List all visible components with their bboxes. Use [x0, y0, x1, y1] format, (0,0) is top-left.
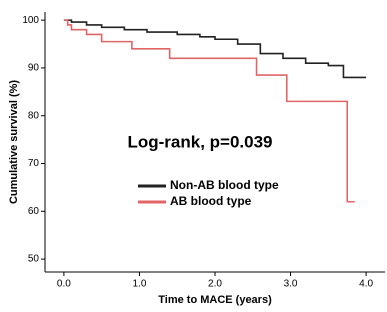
y-tick-label: 90 — [28, 63, 40, 74]
x-tick-label: 4.0 — [359, 279, 373, 290]
y-tick-label: 50 — [28, 254, 40, 265]
x-tick-label: 2.0 — [208, 279, 222, 290]
y-tick-label: 100 — [22, 15, 39, 26]
y-tick-label: 70 — [28, 158, 40, 169]
legend-label: Non-AB blood type — [170, 178, 279, 192]
x-tick-label: 0.0 — [57, 279, 71, 290]
y-axis-label: Cumulative survival (%) — [8, 80, 20, 204]
x-tick-label: 3.0 — [284, 279, 298, 290]
y-tick-label: 80 — [28, 110, 40, 121]
annotation: Log-rank, p=0.039 — [127, 132, 272, 151]
legend-label: AB blood type — [170, 194, 252, 208]
x-axis-label: Time to MACE (years) — [158, 294, 272, 306]
y-tick-label: 60 — [28, 206, 40, 217]
x-tick-label: 1.0 — [132, 279, 146, 290]
survival-curve — [63, 19, 355, 203]
survival-curve — [63, 19, 367, 79]
